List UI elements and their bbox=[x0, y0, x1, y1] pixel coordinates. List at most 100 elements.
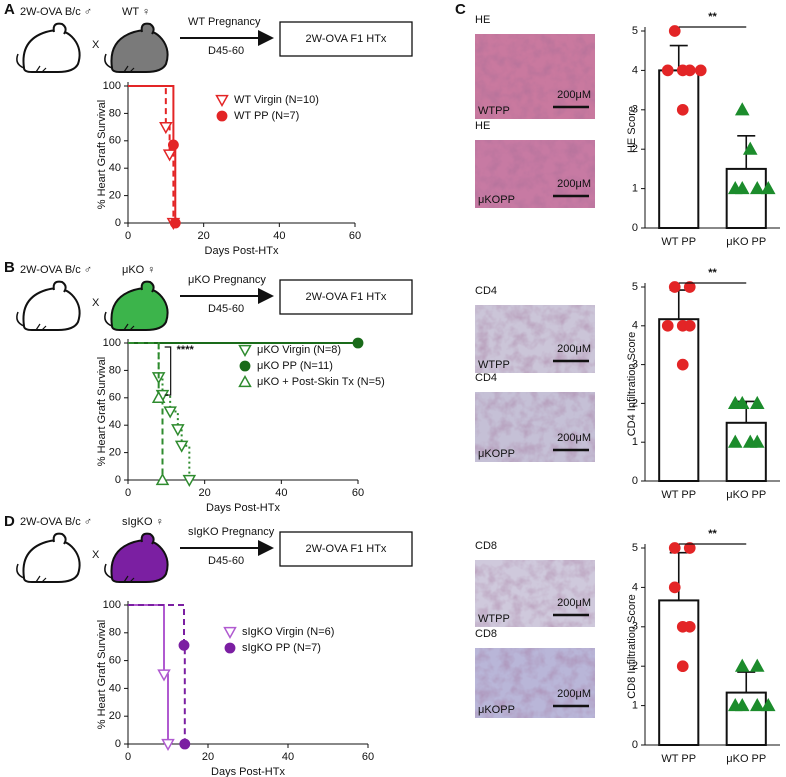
y-axis-label: CD4 Infiltration Score bbox=[626, 332, 638, 437]
annotation: **** bbox=[177, 344, 195, 356]
y-tick-label: 3 bbox=[632, 359, 638, 371]
recipient-label: sIgKO ♀ bbox=[122, 516, 164, 528]
x-tick-label: 20 bbox=[202, 751, 214, 763]
legend-label: μKO + Post-Skin Tx (N=5) bbox=[257, 376, 385, 388]
marker bbox=[163, 406, 177, 419]
y-tick-label: 80 bbox=[109, 627, 121, 639]
y-tick-label: 100 bbox=[103, 337, 121, 349]
marker bbox=[223, 626, 237, 640]
box bbox=[279, 279, 413, 315]
panel-letter: D bbox=[4, 513, 15, 530]
marker bbox=[224, 642, 236, 654]
x-tick-label: 20 bbox=[199, 487, 211, 499]
y-tick-label: 40 bbox=[109, 682, 121, 694]
mouse-body bbox=[110, 539, 169, 583]
box-label: 2W-OVA F1 HTx bbox=[306, 33, 387, 45]
arrow-label: sIgKO Pregnancy bbox=[188, 526, 275, 538]
x-tick-label: 0 bbox=[125, 487, 131, 499]
marker bbox=[694, 64, 707, 77]
survival-line bbox=[128, 342, 164, 480]
mouse-paw bbox=[123, 323, 135, 331]
mouse-icon bbox=[104, 280, 169, 331]
marker bbox=[178, 639, 190, 651]
y-tick-label: 0 bbox=[632, 222, 638, 234]
legend-label: μKO PP (N=11) bbox=[257, 360, 333, 372]
marker bbox=[215, 94, 229, 108]
mouse-ear bbox=[140, 532, 155, 545]
mouse-body bbox=[22, 287, 81, 331]
y-tick-label: 5 bbox=[632, 542, 638, 554]
marker bbox=[676, 660, 689, 673]
arrow-sub: D45-60 bbox=[208, 555, 244, 567]
bar bbox=[658, 69, 700, 230]
mouse-paw bbox=[35, 323, 47, 331]
significance-label: ** bbox=[708, 528, 717, 540]
y-axis-label: % Heart Graft Survival bbox=[96, 620, 108, 729]
marker bbox=[171, 424, 185, 437]
marker bbox=[749, 658, 765, 672]
marker bbox=[760, 698, 776, 712]
image-label: WTPP bbox=[478, 105, 510, 117]
marker bbox=[161, 738, 175, 752]
bar bbox=[725, 691, 767, 747]
marker bbox=[167, 139, 179, 151]
arrow-label: WT Pregnancy bbox=[188, 16, 261, 28]
bar bbox=[725, 167, 767, 229]
marker bbox=[169, 217, 181, 229]
cross-label: X bbox=[92, 549, 100, 561]
mouse-paw bbox=[123, 65, 135, 73]
y-axis-label: % Heart Graft Survival bbox=[96, 357, 108, 466]
y-axis-label: % Heart Graft Survival bbox=[96, 100, 108, 209]
x-axis-label: Days Post-HTx bbox=[206, 502, 280, 514]
arrow-label: μKO Pregnancy bbox=[188, 274, 266, 286]
y-tick-label: 3 bbox=[632, 621, 638, 633]
y-tick-label: 3 bbox=[632, 104, 638, 116]
image-label: μKOPP bbox=[478, 194, 515, 206]
marker bbox=[157, 669, 171, 682]
mouse-tail bbox=[16, 311, 25, 327]
image-label: WTPP bbox=[478, 359, 510, 371]
y-tick-label: 2 bbox=[632, 143, 638, 155]
marker bbox=[239, 360, 251, 372]
x-tick-label: WT PP bbox=[661, 753, 696, 765]
bar bbox=[725, 421, 767, 482]
mouse-body bbox=[110, 287, 169, 331]
marker bbox=[238, 344, 252, 358]
x-tick-label: 60 bbox=[352, 487, 364, 499]
donor-label: 2W-OVA B/c ♂ bbox=[20, 516, 92, 528]
mouse-tail bbox=[16, 563, 25, 579]
mouse-ear bbox=[140, 22, 155, 35]
marker bbox=[683, 542, 696, 554]
x-tick-label: μKO PP bbox=[726, 236, 766, 248]
mouse-icon bbox=[16, 532, 81, 583]
marker bbox=[159, 121, 173, 135]
marker bbox=[734, 658, 750, 672]
mouse-ear bbox=[52, 22, 67, 35]
mouse-tail bbox=[104, 53, 113, 69]
mouse-body bbox=[22, 29, 81, 73]
mouse-paw bbox=[35, 575, 47, 583]
marker bbox=[683, 281, 696, 293]
legend-label: WT Virgin (N=10) bbox=[234, 94, 319, 106]
mouse-icon bbox=[16, 280, 81, 331]
image-title: CD8 bbox=[475, 540, 497, 552]
marker bbox=[668, 581, 681, 594]
marker bbox=[352, 337, 364, 349]
y-tick-label: 0 bbox=[115, 217, 121, 229]
marker bbox=[668, 542, 681, 554]
marker bbox=[749, 181, 765, 195]
scale-label: 200μM bbox=[557, 89, 591, 101]
mouse-tail bbox=[104, 563, 113, 579]
box-label: 2W-OVA F1 HTx bbox=[306, 291, 387, 303]
mouse-body bbox=[22, 539, 81, 583]
legend-label: sIgKO Virgin (N=6) bbox=[242, 626, 334, 638]
histology-texture bbox=[475, 34, 595, 119]
y-tick-label: 40 bbox=[109, 419, 121, 431]
mouse-ear bbox=[140, 280, 155, 293]
y-tick-label: 20 bbox=[109, 710, 121, 722]
x-tick-label: 0 bbox=[125, 230, 131, 242]
image-label: WTPP bbox=[478, 613, 510, 625]
x-tick-label: 40 bbox=[282, 751, 294, 763]
image-title: HE bbox=[475, 120, 490, 132]
marker bbox=[683, 64, 696, 77]
